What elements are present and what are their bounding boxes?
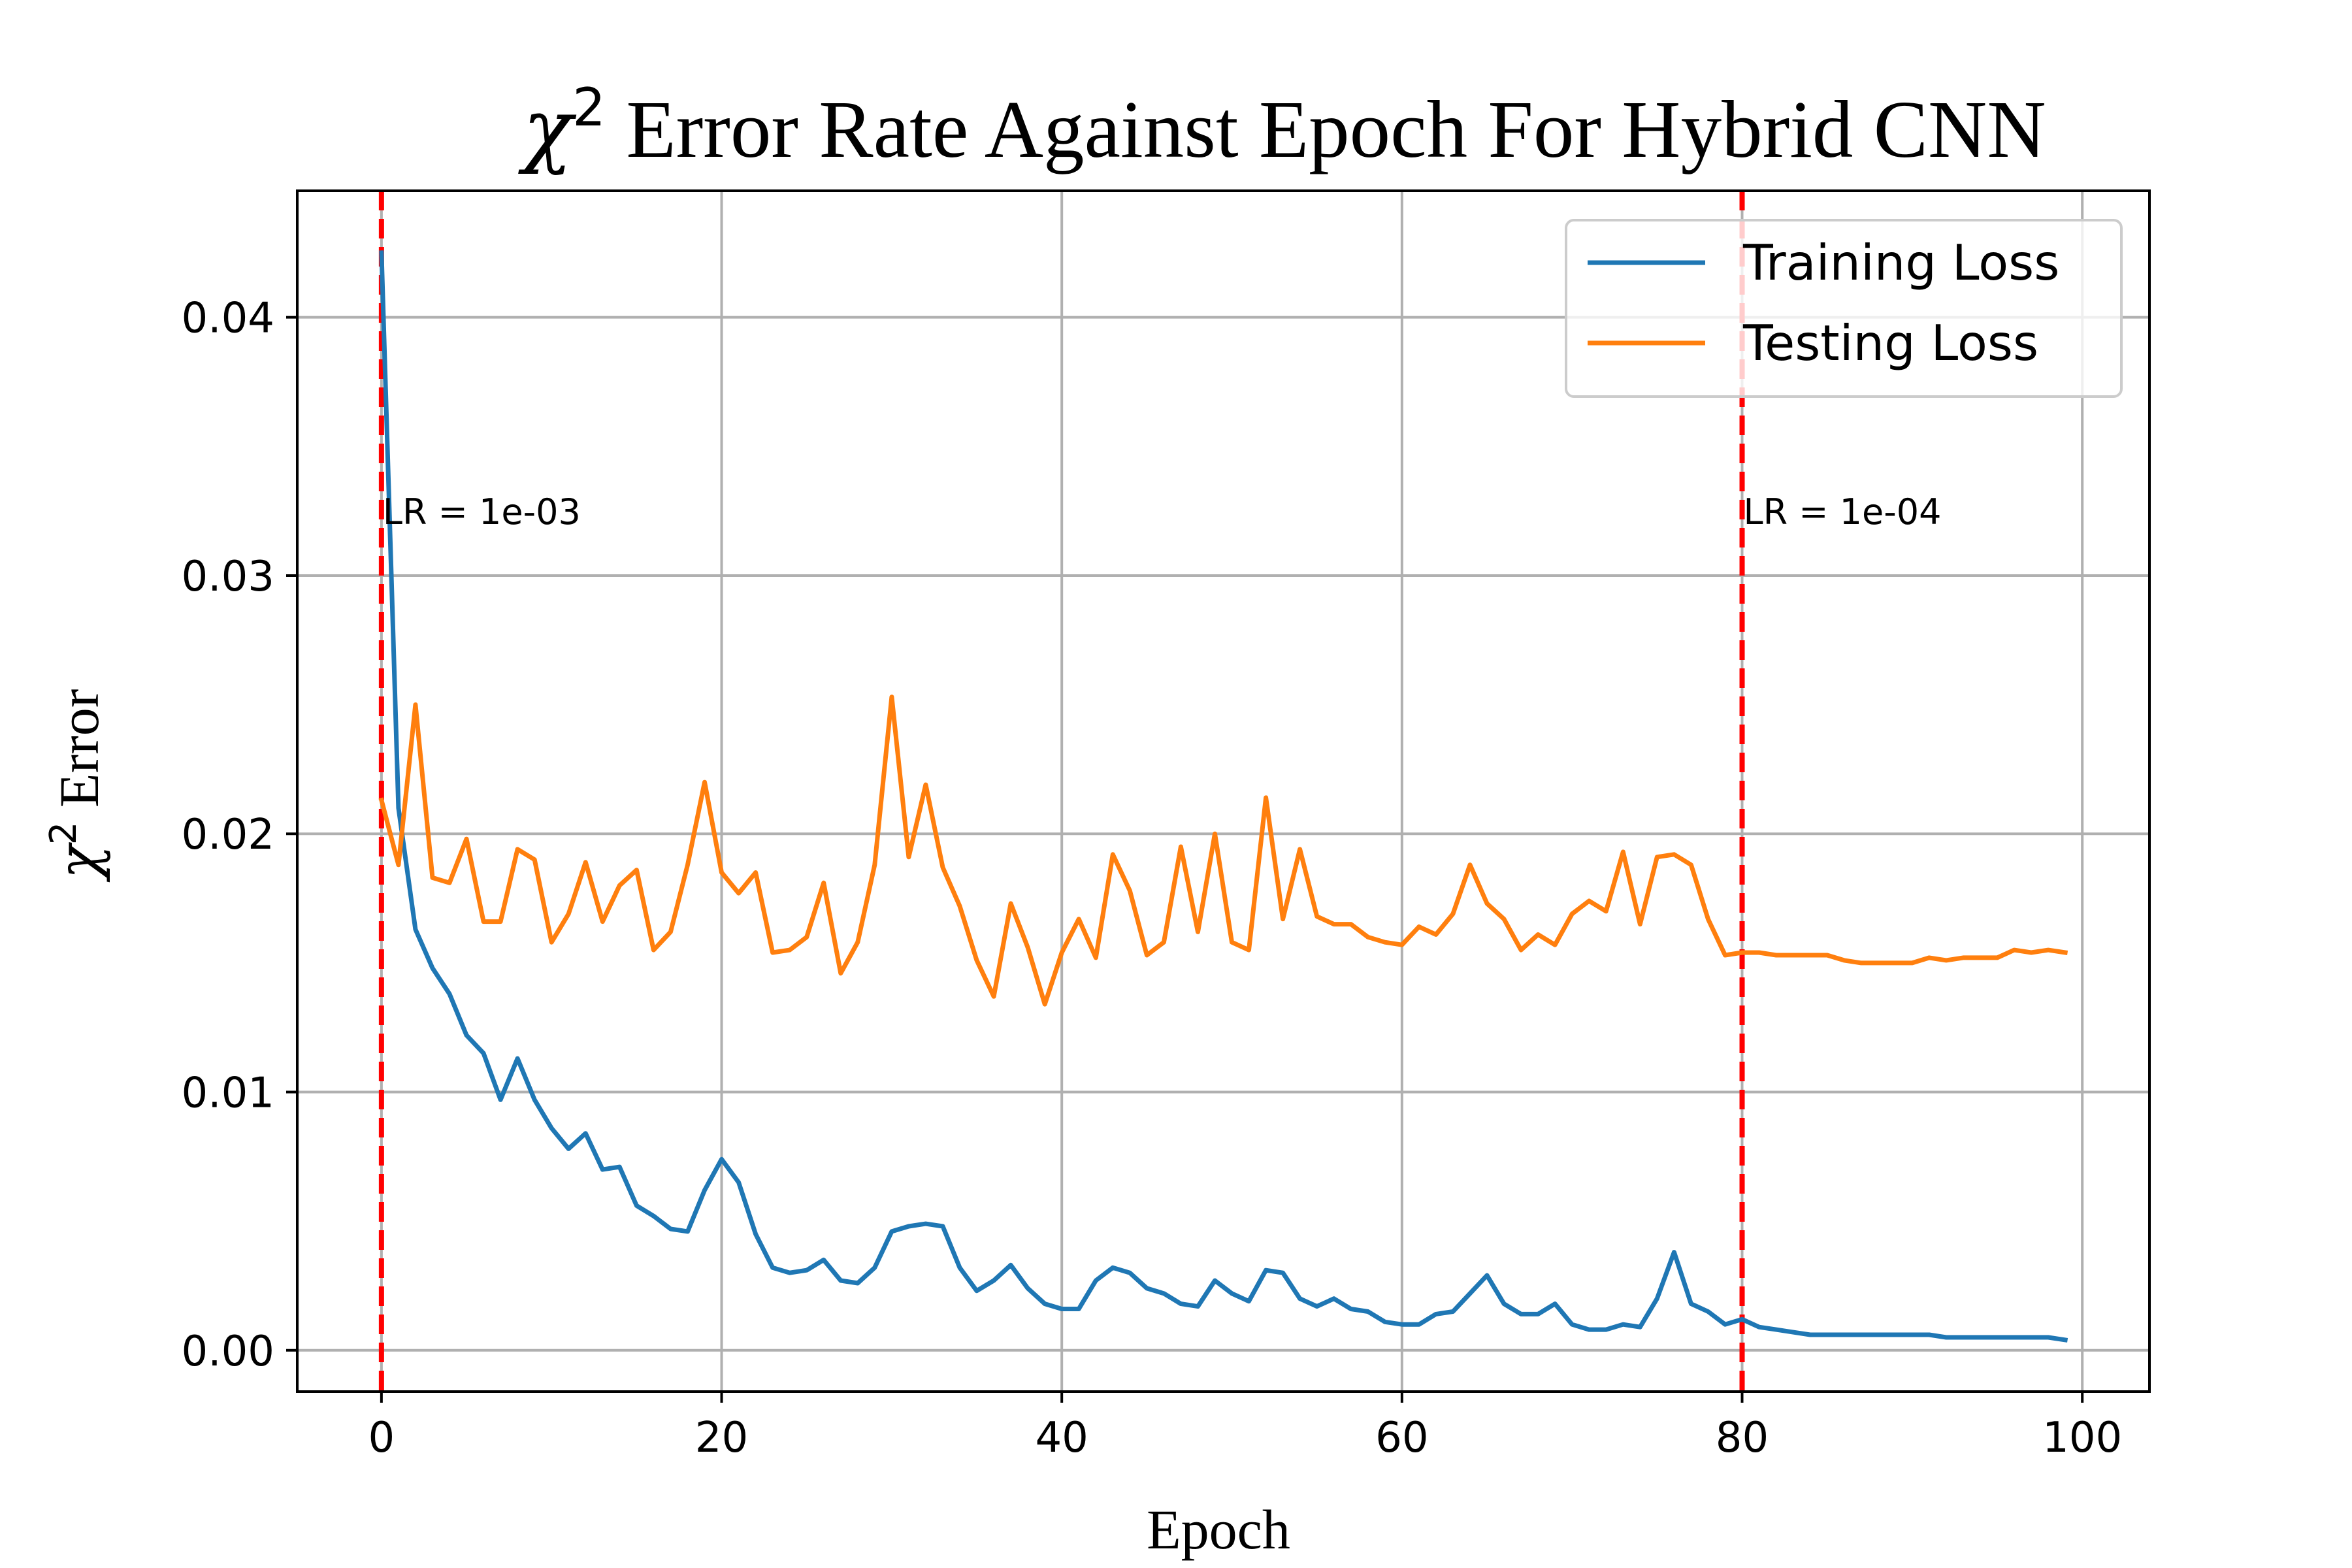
y-axis-title: χ2 Error xyxy=(42,689,112,883)
x-tick-label: 80 xyxy=(1716,1414,1769,1462)
y-axis-ticks: 0.00 0.01 0.02 0.03 0.04 xyxy=(182,295,297,1376)
x-tick-label: 0 xyxy=(368,1414,395,1462)
series-line-training-loss xyxy=(379,250,2068,1343)
lr-annotation: LR = 1e-04 xyxy=(1744,491,1942,532)
ylabel-symbol: χ xyxy=(46,841,112,882)
chart-title: χ2 Error Rate Against Epoch For Hybrid C… xyxy=(517,77,2046,176)
y-tick-label: 0.04 xyxy=(182,295,275,343)
legend-label-training: Training Loss xyxy=(1742,234,2059,291)
ylabel-text: Error xyxy=(48,689,110,822)
x-axis-ticks: 0 20 40 60 80 100 xyxy=(368,1392,2122,1462)
legend: Training Loss Testing Loss xyxy=(1565,219,2123,398)
title-text: Error Rate Against Epoch For Hybrid CNN xyxy=(606,85,2046,175)
legend-label-testing: Testing Loss xyxy=(1742,314,2038,372)
x-axis-title: Epoch xyxy=(1147,1498,1290,1561)
y-tick-label: 0.00 xyxy=(182,1328,275,1376)
x-tick-label: 100 xyxy=(2042,1414,2122,1462)
series xyxy=(378,250,2068,1343)
ylabel-superscript: 2 xyxy=(42,822,85,845)
y-tick-label: 0.03 xyxy=(182,553,275,601)
x-tick-label: 20 xyxy=(695,1414,748,1462)
title-symbol: χ xyxy=(517,82,576,176)
x-tick-label: 40 xyxy=(1035,1414,1088,1462)
annotations: LR = 1e-03 LR = 1e-04 xyxy=(383,491,1942,532)
axes-frame xyxy=(296,189,2151,1393)
y-tick-label: 0.01 xyxy=(182,1069,275,1117)
lr-annotation: LR = 1e-03 xyxy=(383,491,581,532)
y-tick-label: 0.02 xyxy=(182,811,275,859)
x-tick-label: 60 xyxy=(1375,1414,1428,1462)
series-line-testing-loss xyxy=(378,694,2068,1007)
title-superscript: 2 xyxy=(572,77,606,138)
